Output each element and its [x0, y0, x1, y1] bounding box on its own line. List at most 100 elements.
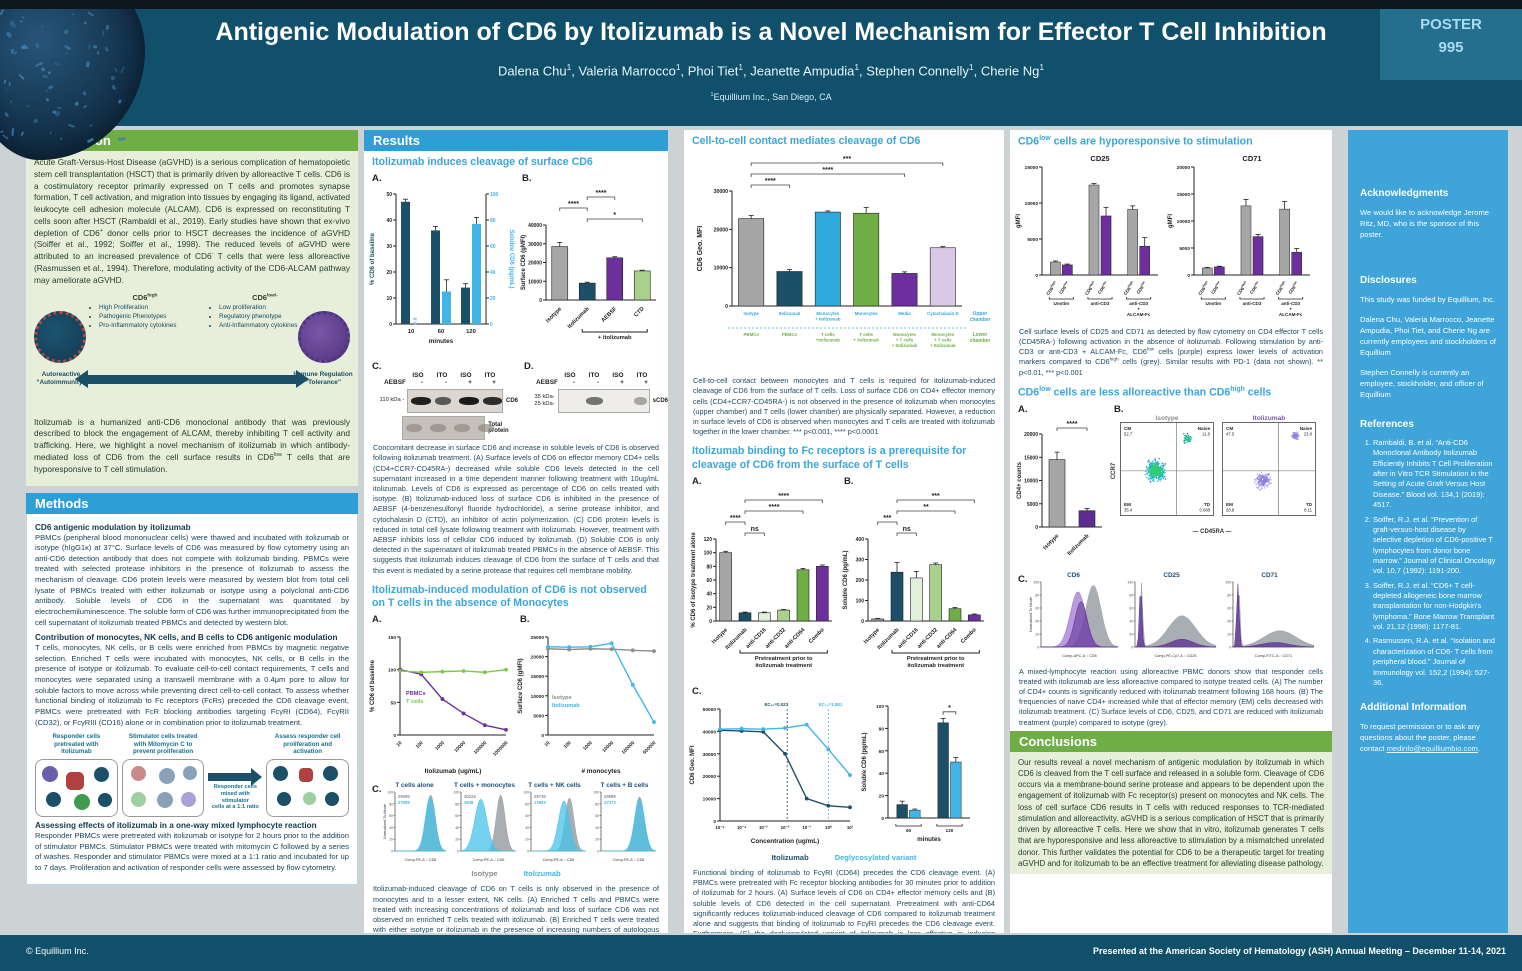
svg-text:120: 120 — [466, 329, 476, 335]
svg-text:20: 20 — [386, 270, 392, 276]
svg-text:15000: 15000 — [1177, 192, 1191, 198]
svg-text:10000: 10000 — [1177, 219, 1191, 225]
svg-text:20: 20 — [389, 838, 393, 842]
svg-text:anti-CD64: anti-CD64 — [784, 626, 807, 649]
acknowledgments-heading: Acknowledgments — [1360, 188, 1449, 199]
svg-text:0.088: 0.088 — [1200, 507, 1211, 512]
poster-header: POSTER 995 Antigenic Modulation of CD6 b… — [0, 0, 1522, 160]
svg-text:10: 10 — [408, 329, 414, 335]
svg-text:CD6 Geo. MFI: CD6 Geo. MFI — [697, 226, 704, 272]
svg-text:anti-CD3: anti-CD3 — [1091, 301, 1110, 306]
svg-text:10: 10 — [543, 740, 551, 748]
svg-text:CD6high: CD6high — [1122, 280, 1136, 296]
svg-text:Comp-PE-A :: CD6: Comp-PE-A :: CD6 — [542, 858, 574, 862]
svg-text:EC₅₀=1.881: EC₅₀=1.881 — [819, 702, 843, 707]
svg-text:20: 20 — [455, 838, 459, 842]
svg-text:80: 80 — [525, 803, 529, 807]
svg-text:Normalized To Mode: Normalized To Mode — [383, 804, 387, 839]
svg-text:CD25: CD25 — [1090, 154, 1109, 163]
svg-text:20: 20 — [490, 296, 496, 302]
figure-monocyte-titration: 0 5000 10000 15000 20000 25000 Surface CD6 (gM… — [514, 625, 662, 782]
svg-text:30: 30 — [386, 244, 392, 250]
svg-text:CD6low: CD6low — [1248, 279, 1261, 294]
svg-text:40: 40 — [706, 592, 712, 598]
reference-item: Soiffer, R.J. et al. “CD6+ T cell-deplet… — [1373, 581, 1496, 633]
legend-itolizumab-dark: Itolizumab — [771, 852, 809, 862]
poster-affiliation: 1Equillium Inc., San Diego, CA — [710, 92, 832, 102]
svg-text:100: 100 — [704, 551, 713, 557]
svg-text:29689: 29689 — [604, 794, 616, 799]
svg-text:47.5: 47.5 — [1226, 431, 1235, 436]
references-heading: References — [1360, 419, 1414, 430]
svg-text:Isotype: Isotype — [743, 311, 759, 316]
svg-text:****: **** — [769, 504, 780, 511]
assess-art — [266, 759, 350, 818]
responder-cells-art — [35, 759, 118, 818]
svg-text:100: 100 — [490, 192, 499, 198]
svg-text:minutes: minutes — [917, 836, 941, 843]
svg-text:**: ** — [923, 504, 929, 511]
histogram-legend: Isotype Itolizumab — [364, 868, 668, 881]
poster-label: POSTER — [1420, 16, 1482, 33]
svg-text:anti-CD3+ALCAM-Fc: anti-CD3 + ALCAM-Fc — [1127, 301, 1151, 317]
figure-fcr-surface-cd6: 0 20 40 60 80 100 120 % CD6 of isotype treatmen… — [686, 487, 838, 684]
svg-text:40000: 40000 — [528, 223, 542, 229]
svg-text:CD6high: CD6high — [1235, 280, 1249, 296]
contact-email-link[interactable]: medinfo@equilliumbio.com — [1386, 744, 1478, 754]
svg-text:20000: 20000 — [1177, 165, 1191, 171]
svg-text:# monocytes: # monocytes — [581, 768, 621, 775]
svg-text:40: 40 — [595, 826, 599, 830]
disclosures-heading: Disclosures — [1360, 275, 1417, 286]
svg-text:60: 60 — [906, 828, 912, 833]
figure-cd4-counts: 0 5000 10000 15000 20000 CD4+ counts **** Isoty… — [1012, 415, 1108, 572]
legend-isotype: Isotype — [471, 869, 498, 879]
svg-text:52.7: 52.7 — [1124, 431, 1133, 436]
svg-text:Monocytes+ Itolizumab: Monocytes + Itolizumab — [815, 311, 841, 321]
double-arrow — [75, 369, 309, 388]
svg-text:100: 100 — [523, 791, 529, 795]
svg-text:35.4: 35.4 — [1124, 507, 1133, 512]
svg-text:Monocytes+ T cells+ Itolizumab: Monocytes + T cells + Itolizumab — [892, 332, 918, 348]
svg-text:10000: 10000 — [453, 740, 467, 754]
svg-text:10000: 10000 — [703, 797, 717, 803]
svg-text:n.d: n.d — [413, 318, 418, 325]
svg-text:CD6low: CD6low — [1209, 279, 1222, 294]
panel-letter-a3: A. — [692, 475, 702, 487]
legend-itolizumab: Itolizumab — [523, 869, 561, 879]
svg-text:0: 0 — [1037, 645, 1039, 649]
section2-title: Itolizumab-induced modulation of CD6 is … — [372, 583, 647, 610]
svg-text:100: 100 — [563, 740, 573, 750]
svg-text:80: 80 — [595, 803, 599, 807]
assess-label: Assess responder cell proliferation and … — [274, 733, 341, 755]
svg-text:gMFI: gMFI — [1016, 213, 1022, 227]
figure-deglyco-bar: 0 20 40 60 80 100 Soluble CD6 (pg/mL) 60 120 * min… — [858, 694, 976, 849]
svg-text:Comp-PE-Cy7-A :: CD25: Comp-PE-Cy7-A :: CD25 — [1154, 654, 1196, 658]
methods-sub1-title: CD6 antigenic modulation by itolizumab — [35, 522, 191, 532]
mix-arrow: Responder cells mixed with stimulator ce… — [208, 733, 263, 811]
svg-text:25000: 25000 — [531, 635, 545, 641]
svg-text:Cytochalasin D: Cytochalasin D — [927, 311, 959, 316]
svg-text:0: 0 — [389, 322, 392, 328]
svg-text:CM: CM — [1124, 426, 1131, 431]
column-contact-fcr: Cell-to-cell contact mediates cleavage o… — [684, 130, 1004, 933]
svg-text:30000: 30000 — [703, 752, 717, 758]
column-introduction-methods: Introduction Acute Graft-Versus-Host Dis… — [26, 130, 358, 933]
svg-text:1000: 1000 — [582, 740, 594, 752]
column-results: Results Itolizumab induces cleavage of s… — [364, 130, 668, 933]
svg-text:15000: 15000 — [531, 675, 545, 681]
results-banner: Results — [364, 130, 668, 151]
svg-text:***: *** — [932, 493, 940, 500]
svg-text:CD71: CD71 — [1242, 154, 1261, 163]
assess-box: Assess responder cell proliferation and … — [266, 733, 350, 818]
reference-item: Rambaldi, B. et al. “Anti-CD6 Monoclonal… — [1373, 438, 1496, 511]
svg-text:****: **** — [596, 190, 607, 197]
cd6low-list: CD6low/- Low proliferation Regulatory ph… — [210, 293, 320, 331]
svg-text:Comp-PE-A :: CD6: Comp-PE-A :: CD6 — [472, 858, 504, 862]
svg-text:0: 0 — [1131, 645, 1133, 649]
svg-text:TD: TD — [1306, 502, 1313, 507]
svg-text:60: 60 — [389, 814, 393, 818]
svg-text:T cells+Itolizumab: T cells +Itolizumab — [816, 332, 841, 342]
figure-ec50-curve: 0 10000 20000 30000 40000 50000 CD6 Geo. MFI 10… — [686, 697, 858, 852]
svg-text:50: 50 — [386, 192, 392, 198]
svg-text:120: 120 — [704, 537, 713, 543]
